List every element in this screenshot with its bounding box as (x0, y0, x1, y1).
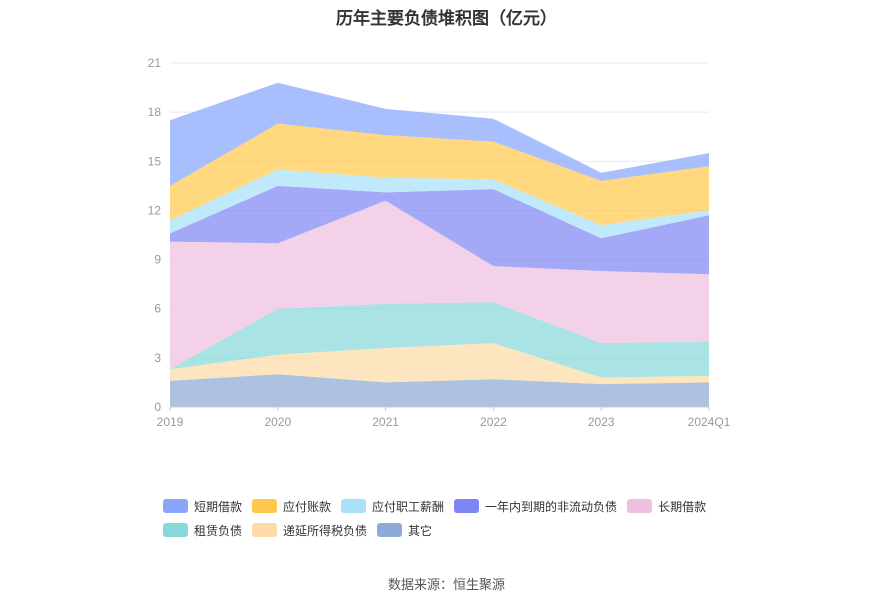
legend-row: 短期借款 应付账款 应付职工薪酬 一年内到期的非流动负债 长期借款 (163, 494, 763, 518)
y-tick-label: 9 (154, 253, 161, 267)
y-tick-label: 12 (148, 203, 162, 217)
x-tick-label: 2020 (264, 415, 291, 429)
legend-item[interactable]: 应付职工薪酬 (341, 498, 444, 515)
legend-item[interactable]: 应付账款 (252, 498, 331, 515)
series-area (170, 302, 709, 378)
legend-item[interactable]: 短期借款 (163, 498, 242, 515)
area-layer (170, 82, 709, 407)
series-area (170, 82, 709, 186)
legend-label: 递延所得税负债 (283, 523, 368, 538)
legend-item[interactable]: 一年内到期的非流动负债 (454, 498, 617, 515)
series-area (170, 200, 709, 370)
x-tick-label: 2024Q1 (688, 415, 731, 429)
legend-swatch (341, 499, 367, 513)
y-tick-label: 0 (154, 400, 161, 414)
legend-swatch (627, 499, 653, 513)
legend-label: 租赁负债 (194, 523, 243, 538)
chart-title: 历年主要负债堆积图（亿元） (336, 9, 557, 28)
legend-swatch (163, 499, 188, 513)
legend-item[interactable]: 租赁负债 (163, 522, 242, 539)
series-area (170, 185, 709, 275)
y-tick-label: 6 (154, 302, 161, 316)
axis-layer: 0 3 6 9 12 15 18 21 2019 2020 2021 2022 2023 2024Q1 (148, 56, 731, 429)
legend-label: 一年内到期的非流动负债 (485, 499, 618, 514)
series-area (170, 169, 709, 239)
x-tick-label: 2019 (157, 415, 184, 429)
x-tick-label: 2022 (480, 415, 507, 429)
x-tick-label: 2023 (588, 415, 615, 429)
legend-label: 应付职工薪酬 (372, 499, 445, 514)
series-area (170, 343, 709, 385)
y-tick-label: 21 (148, 56, 162, 70)
legend: 短期借款 应付账款 应付职工薪酬 一年内到期的非流动负债 长期借款租赁负债 递延所得税负债… (163, 494, 763, 542)
legend-label: 长期借款 (658, 499, 707, 514)
series-area (170, 123, 709, 226)
legend-swatch (252, 523, 278, 537)
legend-label: 应付账款 (283, 499, 332, 514)
series-area (170, 374, 709, 407)
legend-label: 其它 (408, 523, 433, 538)
stacked-area-chart: 0 3 6 9 12 15 18 21 2019 2020 2021 2022 2023 2024Q1 (148, 56, 731, 429)
legend-item[interactable]: 长期借款 (627, 498, 706, 515)
legend-item[interactable]: 递延所得税负债 (252, 522, 367, 539)
x-tick-label: 2021 (372, 415, 399, 429)
legend-swatch (163, 523, 188, 537)
legend-row: 租赁负债 递延所得税负债 其它 (163, 518, 763, 542)
legend-swatch (454, 499, 480, 513)
data-source: 数据来源：恒生聚源 (387, 577, 505, 592)
legend-item[interactable]: 其它 (377, 522, 432, 539)
legend-label: 短期借款 (194, 499, 243, 514)
y-tick-label: 18 (148, 105, 162, 119)
y-tick-label: 3 (154, 351, 161, 365)
legend-swatch (377, 523, 403, 537)
y-tick-label: 15 (148, 154, 162, 168)
legend-swatch (252, 499, 278, 513)
